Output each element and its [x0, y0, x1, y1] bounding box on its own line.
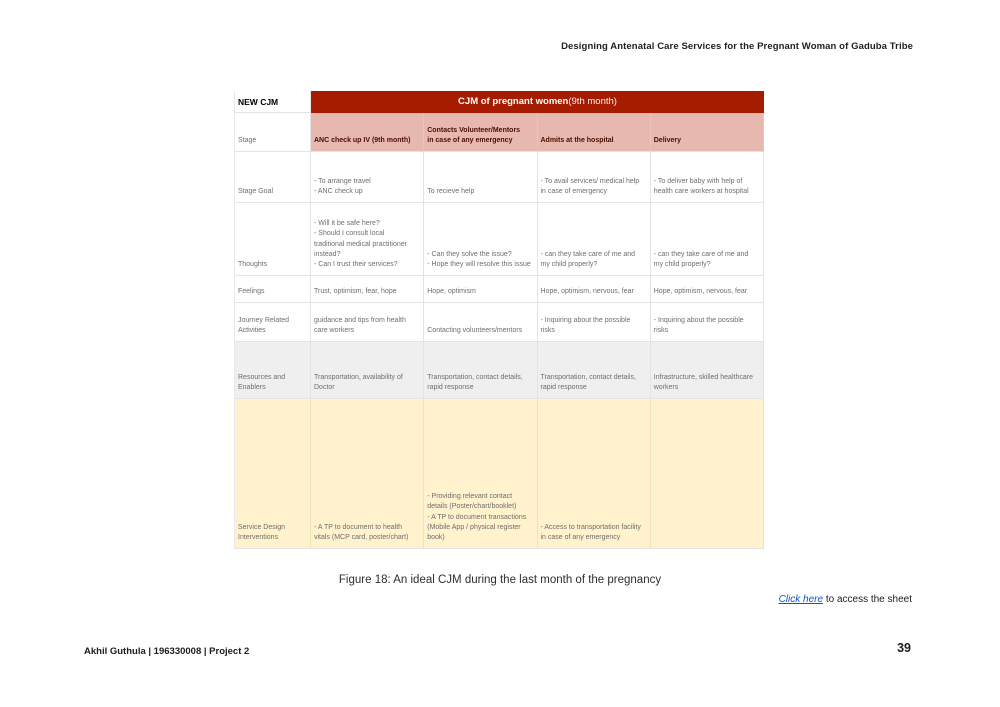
- table-row-stage-goal: Stage Goal - To arrange travel - ANC che…: [235, 152, 764, 203]
- sheet-link-line: Click here to access the sheet: [779, 594, 912, 605]
- link-suffix-text: to access the sheet: [823, 594, 912, 605]
- table-cell: Transportation, availability of Doctor: [311, 342, 425, 399]
- table-cell: - Inquiring about the possible risks: [537, 303, 651, 342]
- row-label-thoughts: Thoughts: [235, 203, 311, 276]
- table-cell: - can they take care of me and my child …: [650, 203, 764, 276]
- table-row-feelings: Feelings Trust, optimism, fear, hope Hop…: [235, 276, 764, 303]
- row-label-journey-activities: Journey Related Activities: [235, 303, 311, 342]
- table-cell: Hope, optimism: [424, 276, 538, 303]
- table-cell: - can they take care of me and my child …: [537, 203, 651, 276]
- row-label-interventions: Service Design Interventions: [235, 399, 311, 549]
- footer-author: Akhil Guthula | 196330008 | Project 2: [84, 646, 250, 657]
- figure-caption: Figure 18: An ideal CJM during the last …: [338, 574, 662, 586]
- table-row-thoughts: Thoughts - Will it be safe here? - Shoul…: [235, 203, 764, 276]
- row-label-resources: Resources and Enablers: [235, 342, 311, 399]
- table-cell: Infrastructure, skilled healthcare worke…: [650, 342, 764, 399]
- page-number: 39: [897, 641, 911, 655]
- table-cell: - To deliver baby with help of health ca…: [650, 152, 764, 203]
- table-cell: Hope, optimism, nervous, fear: [650, 276, 764, 303]
- table-cell: - Inquiring about the possible risks: [650, 303, 764, 342]
- table-cell: - Access to transportation facility in c…: [537, 399, 651, 549]
- table-cell: To recieve help: [424, 152, 538, 203]
- table-cell: Contacts Volunteer/Mentors in case of an…: [424, 113, 538, 152]
- table-row-interventions: Service Design Interventions - A TP to d…: [235, 399, 764, 549]
- table-cell: - A TP to document to health vitals (MCP…: [311, 399, 425, 549]
- table-row-resources: Resources and Enablers Transportation, a…: [235, 342, 764, 399]
- table-row-stage: Stage ANC check up IV (9th month) Contac…: [235, 113, 764, 152]
- table-cell: Admits at the hospital: [537, 113, 651, 152]
- cjm-table: NEW CJM CJM of pregnant women (9th month…: [234, 91, 764, 549]
- table-cell: Trust, optimism, fear, hope: [311, 276, 425, 303]
- table-title: CJM of pregnant women: [458, 96, 569, 107]
- table-cell: guidance and tips from health care worke…: [311, 303, 425, 342]
- table-title-band: CJM of pregnant women (9th month): [311, 91, 764, 113]
- table-row-journey-activities: Journey Related Activities guidance and …: [235, 303, 764, 342]
- table-cell: - To arrange travel - ANC check up: [311, 152, 425, 203]
- table-cell: Delivery: [650, 113, 764, 152]
- table-cell: Transportation, contact details, rapid r…: [424, 342, 538, 399]
- table-header-row: NEW CJM CJM of pregnant women (9th month…: [235, 91, 764, 113]
- document-header-title: Designing Antenatal Care Services for th…: [561, 41, 913, 52]
- table-cell: - Will it be safe here? - Should I consu…: [311, 203, 425, 276]
- row-label-stage: Stage: [235, 113, 311, 152]
- row-label-feelings: Feelings: [235, 276, 311, 303]
- table-cell: [650, 399, 764, 549]
- table-cell: Transportation, contact details, rapid r…: [537, 342, 651, 399]
- table-cell: - Providing relevant contact details (Po…: [424, 399, 538, 549]
- click-here-link[interactable]: Click here: [778, 594, 824, 605]
- table-cell: Hope, optimism, nervous, fear: [537, 276, 651, 303]
- table-corner-label: NEW CJM: [235, 91, 311, 113]
- table-cell: - To avail services/ medical help in cas…: [537, 152, 651, 203]
- table-cell: - Can they solve the issue? - Hope they …: [424, 203, 538, 276]
- table-title-suffix: (9th month): [568, 96, 617, 107]
- table-cell: ANC check up IV (9th month): [311, 113, 425, 152]
- table-cell: Contacting volunteers/mentors: [424, 303, 538, 342]
- row-label-stage-goal: Stage Goal: [235, 152, 311, 203]
